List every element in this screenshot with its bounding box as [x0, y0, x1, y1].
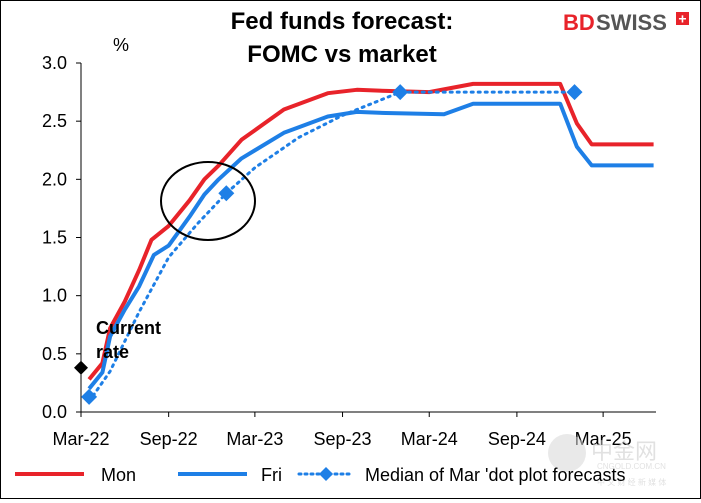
chart-title-line-2: FOMC vs market [247, 41, 436, 68]
watermark-cn: 中金网 [591, 439, 657, 464]
legend-label-median: Median of Mar 'dot plot forecasts [365, 465, 626, 485]
brand-cross-box [676, 12, 689, 25]
x-ticks: Mar-22 Sep-22 Mar-23 Sep-23 Mar-24 Sep-24 Mar-… [52, 412, 632, 449]
y-tick-label: 1.5 [42, 228, 67, 248]
highlight-ellipse [160, 161, 256, 241]
y-tick-label: 3.0 [42, 53, 67, 73]
series-layer [74, 81, 654, 405]
x-tick-label: Mar-25 [575, 429, 632, 449]
median-marker [566, 84, 583, 101]
brand-cross-icon: + [678, 11, 686, 27]
y-ticks: 0.0 0.5 1.0 1.5 2.0 2.5 3.0 [42, 53, 81, 422]
median-marker [392, 84, 409, 101]
y-tick-label: 0.0 [42, 402, 67, 422]
series-line-fri [87, 101, 654, 390]
current-rate-label-1: Current [96, 318, 161, 338]
legend-label-fri: Fri [261, 465, 282, 485]
bdswiss-logo: BD SWISS + [563, 10, 689, 35]
x-tick-label: Sep-22 [140, 429, 198, 449]
x-tick-label: Mar-23 [226, 429, 283, 449]
series-line-mon [87, 81, 654, 381]
brand-bd: BD [563, 10, 595, 35]
watermark-url: CNGOLD.COM.CN [597, 462, 666, 471]
y-axis-unit: % [113, 35, 129, 55]
y-tick-label: 1.0 [42, 286, 67, 306]
y-tick-label: 2.0 [42, 169, 67, 189]
watermark-logo-icon [548, 434, 586, 472]
current-rate-label-2: rate [96, 342, 129, 362]
legend-label-mon: Mon [101, 465, 136, 485]
y-tick-label: 0.5 [42, 344, 67, 364]
watermark-tagline: 中 文 财 经 新 媒 体 [597, 477, 666, 487]
x-tick-label: Sep-23 [314, 429, 372, 449]
chart-title-line-1: Fed funds forecast: [231, 8, 454, 35]
median-marker [81, 388, 98, 405]
x-tick-label: Mar-22 [52, 429, 109, 449]
brand-swiss: SWISS [596, 10, 667, 35]
series-line-median [87, 90, 576, 403]
legend-marker-median [319, 467, 333, 481]
cngold-watermark: 中金网 CNGOLD.COM.CN 中 文 财 经 新 媒 体 [548, 434, 666, 487]
y-tick-label: 2.5 [42, 111, 67, 131]
x-tick-label: Mar-24 [401, 429, 458, 449]
current-rate-marker [74, 360, 88, 375]
x-tick-label: Sep-24 [488, 429, 546, 449]
legend: Mon Fri Median of Mar 'dot plot forecast… [15, 465, 626, 485]
median-marker [218, 185, 235, 202]
